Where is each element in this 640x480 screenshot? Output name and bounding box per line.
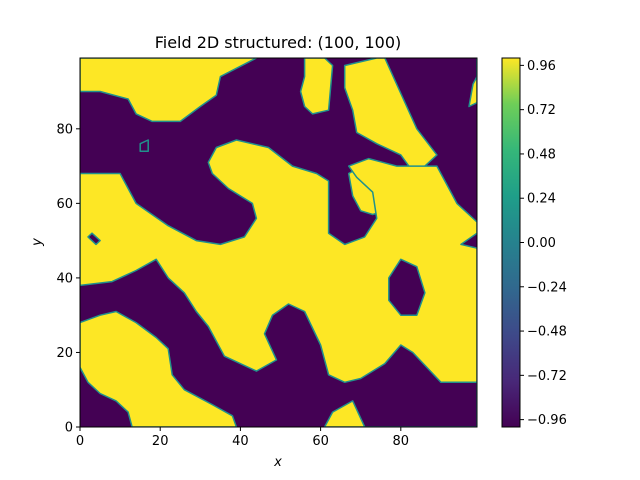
y-tick-label: 20	[56, 346, 73, 361]
colorbar-tick-label: −0.24	[527, 280, 567, 295]
low-value-region-1	[388, 258, 426, 316]
low-value-region-2	[87, 232, 101, 246]
y-tick-label: 40	[56, 271, 73, 286]
high-value-region-6	[80, 139, 477, 384]
colorbar	[502, 58, 520, 427]
colorbar-tick-label: −0.72	[527, 369, 567, 384]
high-value-regions	[80, 58, 477, 427]
high-value-region-4	[468, 58, 477, 108]
x-tick-label: 80	[393, 434, 410, 449]
colorbar-tick-label: 0.48	[527, 147, 556, 162]
colorbar-ticks: 0.96 0.72 0.48 0.24 0.00 −0.24 −0.48 −0.72 −0.96	[520, 59, 567, 428]
colorbar-tick-label: −0.48	[527, 325, 567, 340]
colorbar-tick-label: 0.00	[527, 236, 556, 251]
high-value-region-8	[80, 310, 238, 427]
x-tick-label: 40	[232, 434, 249, 449]
y-axis-label: y	[30, 238, 45, 247]
x-axis-ticks: 0 20 40 60 80	[76, 427, 409, 449]
chart-title: Field 2D structured: (100, 100)	[155, 33, 402, 52]
colorbar-tick-label: 0.24	[527, 192, 556, 207]
heatmap-area	[80, 58, 477, 427]
high-value-region-7	[323, 381, 477, 427]
y-tick-label: 0	[65, 421, 73, 436]
y-tick-label: 60	[56, 197, 73, 212]
x-tick-label: 0	[76, 434, 84, 449]
low-value-regions	[87, 139, 426, 316]
colorbar-tick-label: −0.96	[527, 413, 567, 428]
x-tick-label: 20	[152, 434, 169, 449]
x-tick-label: 60	[312, 434, 329, 449]
colorbar-tick-label: 0.96	[527, 59, 556, 74]
high-value-region-2	[299, 58, 334, 115]
y-tick-label: 80	[56, 122, 73, 137]
x-axis-label: x	[273, 455, 282, 470]
plot-frame	[79, 57, 478, 428]
low-value-region-3	[139, 139, 149, 152]
high-value-region-1	[80, 58, 258, 123]
colorbar-tick-label: 0.72	[527, 103, 556, 118]
y-axis-ticks: 0 20 40 60 80	[56, 122, 80, 436]
